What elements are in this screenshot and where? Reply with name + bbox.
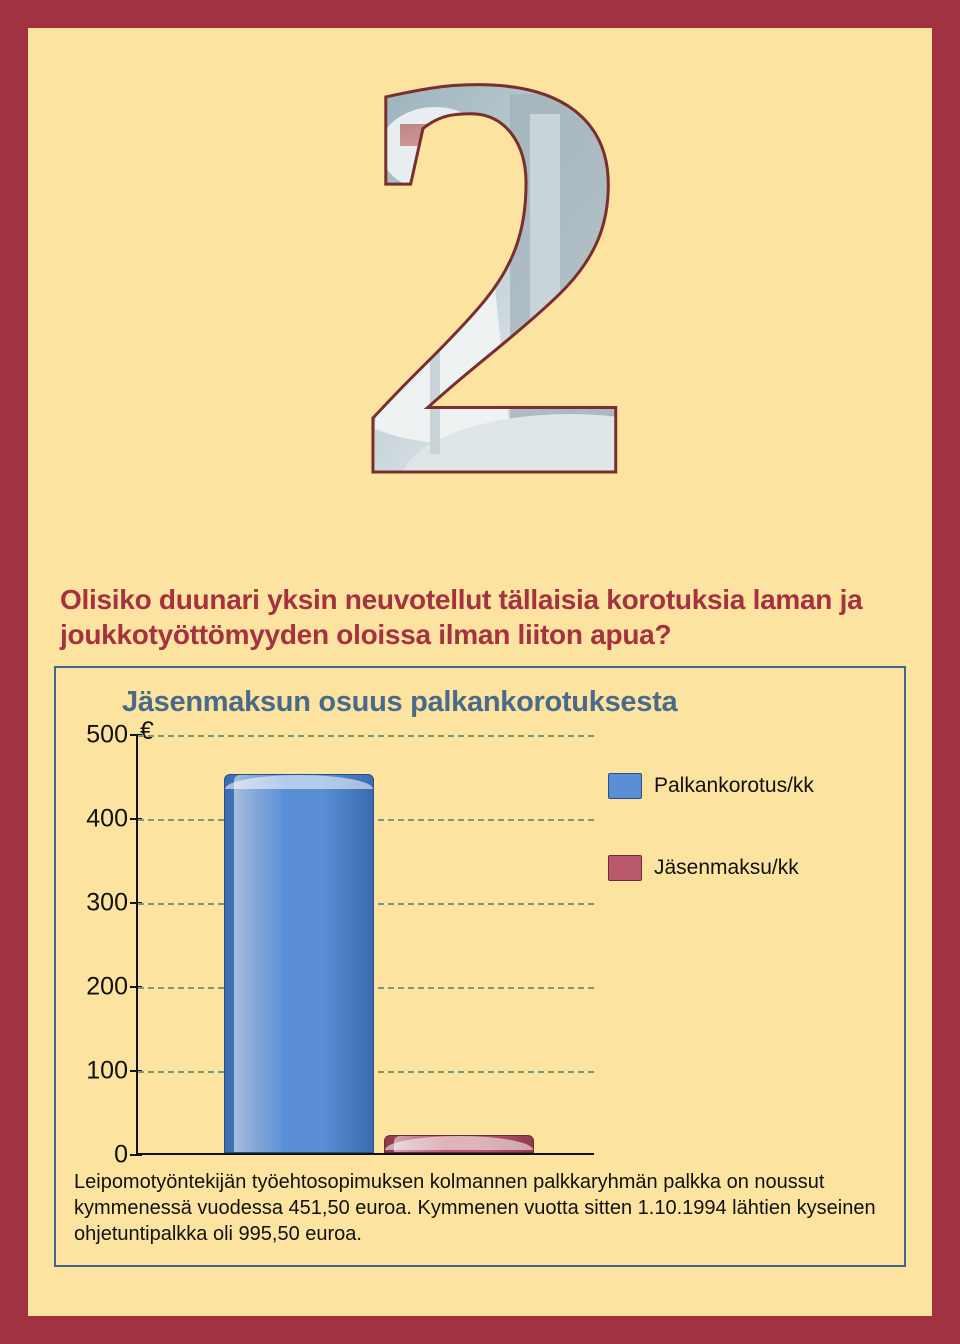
y-axis-unit: €: [140, 717, 154, 746]
page-inner: 2: [54, 54, 906, 1290]
y-tick-label: 200: [74, 973, 136, 1002]
outer-frame: 2: [0, 0, 960, 1344]
y-tick-label: 100: [74, 1057, 136, 1086]
chart-plot: € 0100200300400500: [74, 725, 594, 1155]
legend-label: Jäsenmaksu/kk: [654, 856, 799, 880]
chart-area: € 0100200300400500 Palkankorotus/kkJäsen…: [74, 725, 886, 1155]
bar-palkankorotus: [224, 774, 374, 1153]
chart-legend: Palkankorotus/kk Jäsenmaksu/kk: [608, 725, 886, 937]
bar-jasenmaksu: [384, 1135, 534, 1153]
numeral-2-graphic: 2: [280, 54, 680, 564]
gridline: [138, 735, 594, 737]
svg-text:2: 2: [348, 54, 622, 564]
numeral-photo-fill: 2: [280, 54, 680, 564]
legend-row: Jäsenmaksu/kk: [608, 855, 886, 881]
y-tick-mark: [130, 1154, 142, 1156]
legend-swatch: [608, 855, 642, 881]
y-axis: [136, 735, 138, 1155]
chart-caption: Leipomotyöntekijän työehtosopimuksen kol…: [74, 1169, 886, 1247]
legend-swatch: [608, 773, 642, 799]
legend-row: Palkankorotus/kk: [608, 773, 886, 799]
headline-text: Olisiko duunari yksin neuvotellut tällai…: [60, 582, 900, 652]
chart-card: Jäsenmaksun osuus palkankorotuksesta € 0…: [54, 666, 906, 1267]
y-tick-label: 400: [74, 805, 136, 834]
legend-label: Palkankorotus/kk: [654, 774, 814, 798]
x-axis: [136, 1153, 594, 1155]
y-tick-label: 500: [74, 721, 136, 750]
y-tick-label: 0: [74, 1141, 136, 1170]
y-tick-label: 300: [74, 889, 136, 918]
chart-title: Jäsenmaksun osuus palkankorotuksesta: [122, 686, 886, 719]
